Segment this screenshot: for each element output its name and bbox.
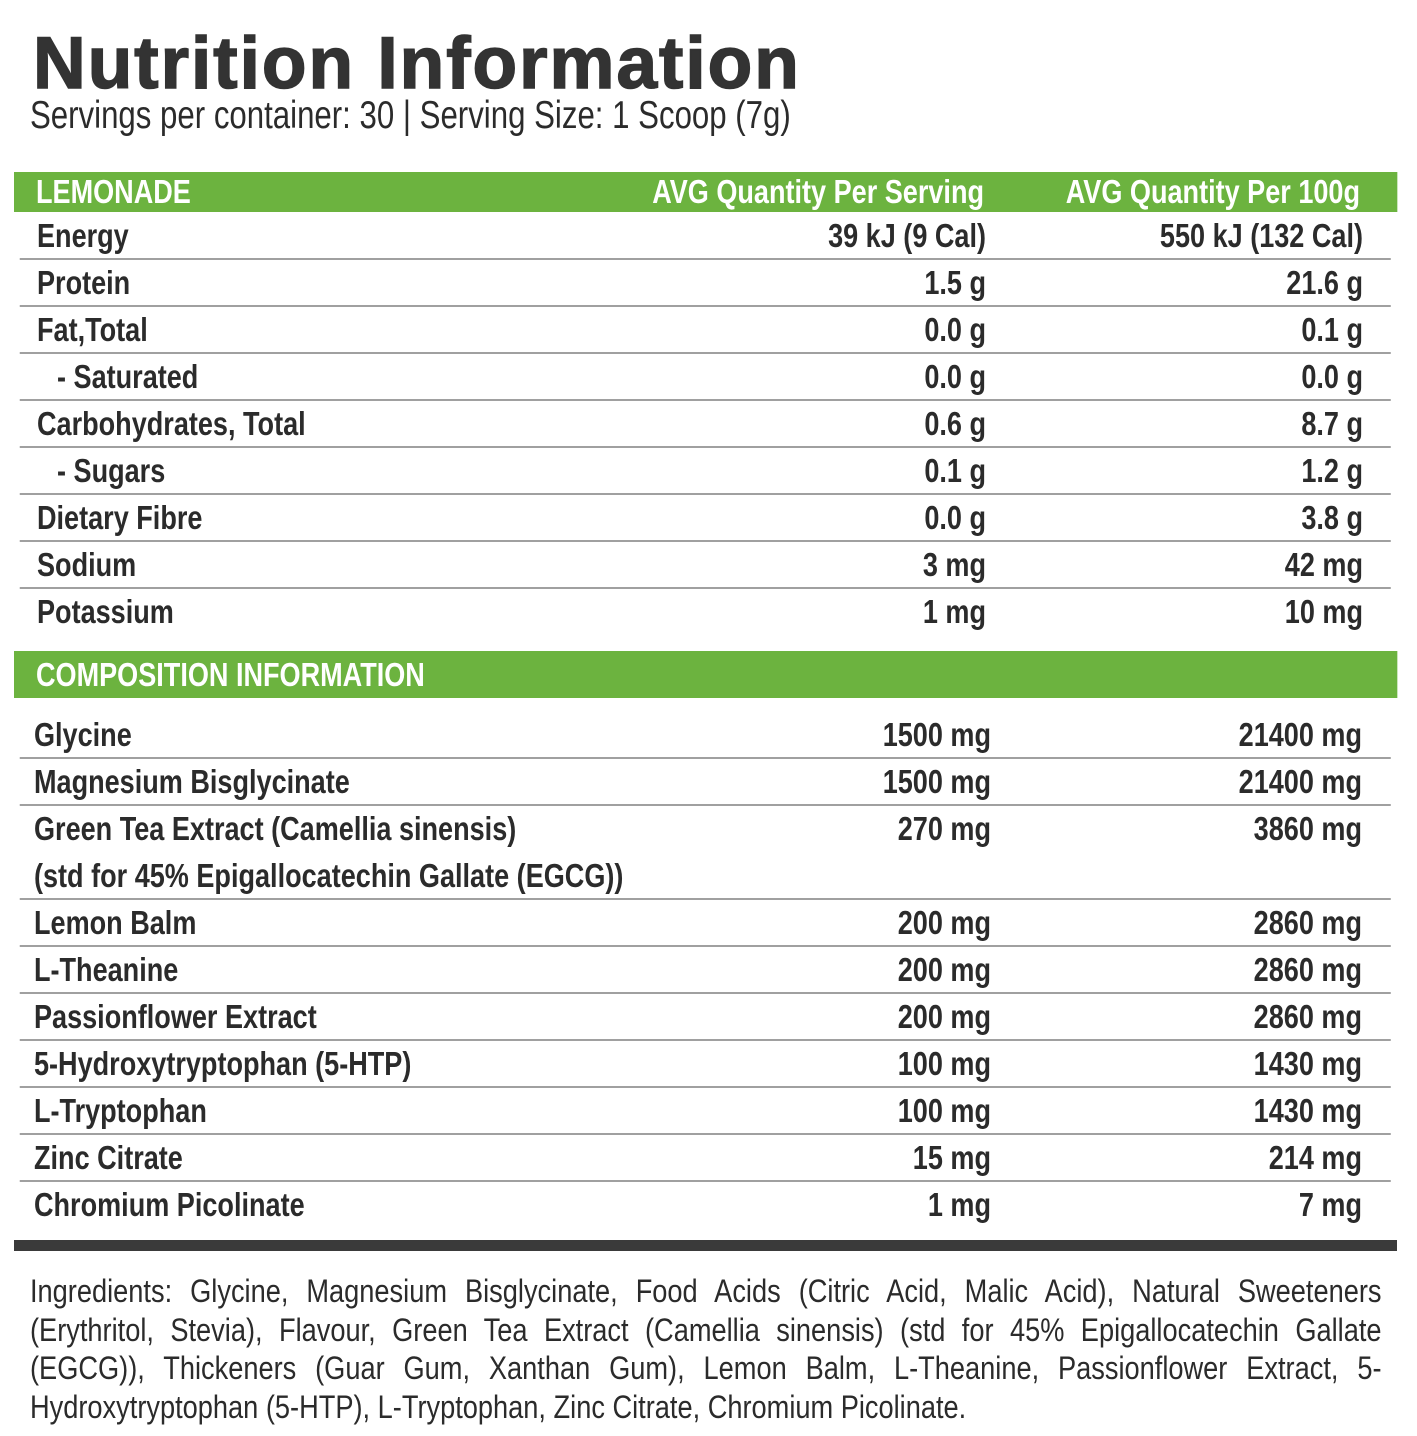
row-label: Zinc Citrate (33, 1139, 183, 1176)
row-separator (19, 352, 1391, 354)
row-value: 100 mg (897, 1092, 992, 1129)
row-value: 200 mg (897, 951, 992, 988)
row-value: 100 mg (897, 1045, 992, 1082)
row-separator (19, 804, 1391, 806)
section-title: COMPOSITION INFORMATION (35, 656, 425, 693)
row-label: Potassium (36, 593, 174, 630)
row-value: 550 kJ (132 Cal) (1159, 217, 1364, 254)
row-label: Energy (36, 217, 129, 254)
row-value: 214 mg (1268, 1139, 1363, 1176)
row-value: 39 kJ (9 Cal) (828, 217, 987, 254)
row-label: Magnesium Bisglycinate (33, 763, 350, 800)
row-value: 0.0 g (1301, 358, 1364, 395)
row-value: 3.8 g (1301, 499, 1364, 536)
row-label: Passionflower Extract (33, 998, 317, 1035)
column-header: LEMONADE (35, 173, 191, 210)
divider (14, 1240, 1397, 1251)
row-separator (19, 305, 1391, 307)
row-separator (19, 898, 1391, 900)
ingredients: Ingredients: Glycine, Magnesium Bisglyci… (30, 1273, 1382, 1425)
row-label: Green Tea Extract (Camellia sinensis) (33, 810, 517, 847)
row-separator (19, 258, 1391, 260)
row-separator (19, 945, 1391, 947)
row-separator (19, 540, 1391, 542)
row-value: 21400 mg (1238, 716, 1363, 753)
row-label: Carbohydrates, Total (36, 405, 306, 442)
row-value: 0.0 g (924, 499, 987, 536)
row-value: 8.7 g (1301, 405, 1364, 442)
row-note: (std for 45% Epigallocatechin Gallate (E… (33, 857, 624, 894)
row-value: 3 mg (922, 546, 987, 583)
row-value: 2860 mg (1253, 998, 1363, 1035)
subtitle: Servings per container: 30 | Serving Siz… (30, 94, 791, 137)
row-value: 200 mg (897, 904, 992, 941)
row-value: 15 mg (912, 1139, 992, 1176)
row-value: 2860 mg (1253, 904, 1363, 941)
section-bar (14, 651, 1398, 698)
row-label: Dietary Fibre (36, 499, 203, 536)
row-separator (19, 399, 1391, 401)
row-separator (19, 446, 1391, 448)
row-value: 0.0 g (924, 311, 987, 348)
column-header: AVG Quantity Per Serving (652, 173, 985, 210)
row-label: Glycine (33, 716, 132, 753)
row-separator (19, 1180, 1391, 1182)
row-label: Protein (36, 264, 131, 301)
row-separator (19, 757, 1391, 759)
row-value: 3860 mg (1253, 810, 1363, 847)
row-label: Chromium Picolinate (33, 1186, 305, 1223)
row-value: 1430 mg (1253, 1092, 1363, 1129)
row-label: - Saturated (56, 358, 199, 395)
row-value: 200 mg (897, 998, 992, 1035)
nutrition-table: LEMONADE AVG Quantity Per Serving AVG Quan… (14, 0, 1398, 1240)
title: Nutrition Information (32, 22, 801, 105)
row-value: 1 mg (922, 593, 987, 630)
row-value: 1500 mg (882, 763, 992, 800)
row-value: 1 mg (927, 1186, 992, 1223)
row-value: 2860 mg (1253, 951, 1363, 988)
row-value: 1500 mg (882, 716, 992, 753)
row-label: Sodium (36, 546, 137, 583)
column-header: AVG Quantity Per 100g (1065, 173, 1361, 210)
row-value: 21400 mg (1238, 763, 1363, 800)
row-separator (19, 992, 1391, 994)
header-bar (14, 172, 1398, 212)
row-label: L-Theanine (33, 951, 179, 988)
row-label: 5-Hydroxytryptophan (5-HTP) (33, 1045, 412, 1082)
row-value: 0.0 g (924, 358, 987, 395)
row-separator (19, 1133, 1391, 1135)
row-value: 0.1 g (924, 452, 987, 489)
row-value: 270 mg (897, 810, 992, 847)
row-separator (19, 587, 1391, 589)
row-separator (19, 1086, 1391, 1088)
row-label: - Sugars (56, 452, 166, 489)
row-label: Lemon Balm (33, 904, 197, 941)
row-value: 10 mg (1284, 593, 1364, 630)
row-value: 42 mg (1284, 546, 1364, 583)
row-label: L-Tryptophan (33, 1092, 207, 1129)
row-value: 1430 mg (1253, 1045, 1363, 1082)
row-value: 0.6 g (924, 405, 987, 442)
row-value: 1.2 g (1301, 452, 1364, 489)
row-value: 1.5 g (924, 264, 987, 301)
row-separator (19, 493, 1391, 495)
row-label: Fat,Total (36, 311, 148, 348)
row-value: 0.1 g (1301, 311, 1364, 348)
row-value: 7 mg (1298, 1186, 1363, 1223)
row-separator (19, 1039, 1391, 1041)
row-value: 21.6 g (1286, 264, 1364, 301)
